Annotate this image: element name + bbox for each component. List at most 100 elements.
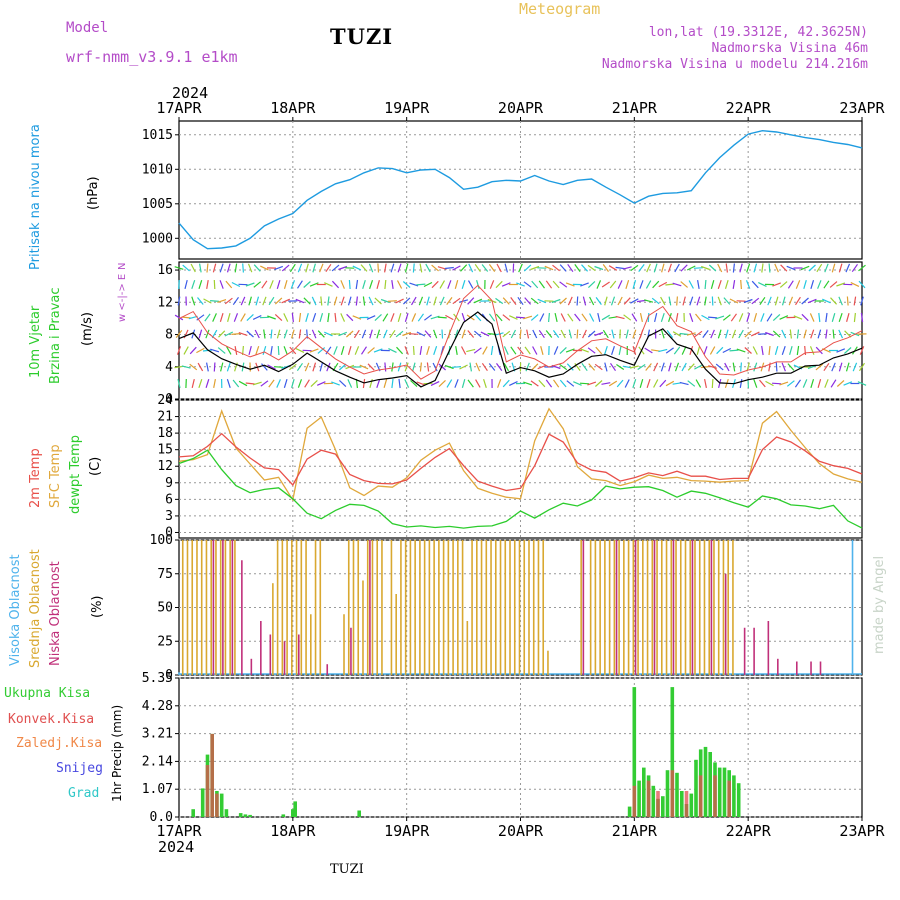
wind-barb (594, 265, 604, 271)
y-tick-label: 100 (150, 533, 173, 548)
wind-barb (660, 329, 665, 339)
wind-barb (545, 330, 553, 338)
wind-barb (517, 296, 524, 306)
wind-barb (197, 362, 204, 372)
wind-barb (704, 296, 707, 306)
wind-barb (788, 296, 794, 306)
total-precip-bar (661, 796, 665, 817)
wind-barb (523, 315, 533, 320)
wind-barb (309, 348, 319, 353)
wind-barb (789, 329, 792, 339)
wind-barb (665, 347, 674, 354)
wind-barb (646, 379, 651, 388)
wind-barb (340, 346, 345, 355)
wind-barb (231, 333, 241, 335)
wind-barb (715, 363, 724, 371)
wind-barb (594, 363, 603, 371)
total-precip-bar (680, 791, 684, 817)
wind-barb (694, 330, 703, 338)
wind-barb (574, 313, 581, 322)
wind-barb (724, 362, 730, 372)
wind-barb (412, 263, 415, 273)
wind-barb (476, 280, 480, 289)
wind-barb (461, 329, 466, 339)
wind-barb (687, 363, 695, 371)
wind-barb (768, 345, 771, 356)
wind-barb (751, 280, 759, 289)
wind-barb (743, 298, 753, 304)
wind-barb (786, 265, 796, 271)
wind-barb (338, 331, 348, 337)
wind-barb (304, 362, 310, 372)
wind-barb (672, 282, 682, 287)
wind-barb (787, 363, 795, 371)
wind-barb (377, 263, 380, 273)
wind-barb (410, 296, 417, 306)
wind-barb (303, 297, 311, 305)
wind-barb (576, 329, 579, 339)
wind-barb (772, 313, 781, 322)
wind-barb (753, 362, 758, 372)
pressure-line (178, 129, 863, 250)
wind-barb (496, 263, 502, 273)
wind-barb (176, 346, 182, 355)
conv-precip-bar (684, 791, 689, 817)
wind-barb (366, 315, 376, 320)
wind-barb (260, 265, 269, 271)
wind-barb (540, 346, 544, 355)
wind-barb (679, 332, 689, 336)
wind-barb (452, 265, 461, 271)
wind-barb (291, 312, 294, 323)
wind-barb (772, 330, 781, 338)
wind-barb (509, 315, 518, 320)
wind-barb (808, 264, 816, 272)
wind-barb (238, 332, 248, 336)
wind-barb (467, 280, 474, 289)
total-precip-bar (703, 746, 708, 817)
wind-barb (595, 346, 603, 355)
wind-barb (461, 379, 466, 388)
wind-barb (850, 282, 860, 287)
total-precip-bar (637, 780, 641, 817)
day-label-top: 17APR (156, 99, 202, 117)
wind-barb (560, 329, 566, 339)
wind-barb (630, 298, 639, 304)
wind-barb (433, 296, 437, 306)
wind-barb (412, 362, 416, 372)
wind-barb (779, 315, 789, 320)
wind-barb (495, 313, 503, 322)
y-tick-label: 1015 (142, 128, 173, 143)
wind-barb (189, 346, 197, 355)
wind-barb (213, 378, 216, 389)
wind-barb (191, 280, 196, 289)
wind-barb (469, 362, 472, 372)
wind-barb (794, 296, 801, 306)
wind-barb (362, 296, 366, 306)
wind-barb (637, 364, 646, 370)
wind-barb (226, 362, 231, 372)
wind-barb (248, 296, 252, 306)
wind-barb (218, 330, 226, 338)
total-precip-bar (291, 809, 295, 817)
total-precip-bar (632, 687, 637, 817)
wind-barb (398, 378, 401, 389)
wind-barb (701, 265, 710, 271)
wind-barb (283, 379, 288, 388)
wind-barb (647, 312, 650, 323)
wind-barb (689, 296, 694, 306)
wind-barb (502, 330, 511, 338)
dewpt-temp-line (178, 449, 863, 529)
y-tick-label: 75 (157, 567, 173, 582)
wind-barb (497, 379, 502, 388)
wind-barb (296, 362, 303, 372)
wind-barb (396, 346, 404, 355)
wind-barb (695, 379, 702, 388)
wind-barb (473, 347, 482, 354)
total-precip-bar (708, 752, 712, 817)
wind-barb (732, 263, 735, 273)
wind-barb (376, 280, 380, 289)
wind-barb (380, 298, 390, 304)
wind-barb (454, 280, 459, 289)
y-tick-label: 21 (157, 410, 173, 425)
